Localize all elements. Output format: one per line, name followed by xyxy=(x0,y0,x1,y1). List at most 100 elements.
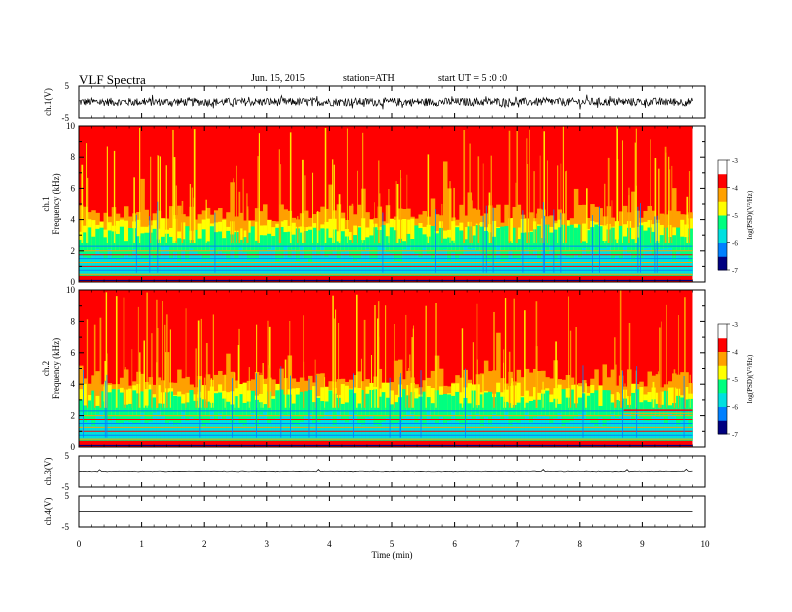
y-tick-label: 5 xyxy=(65,451,70,461)
band-orange xyxy=(393,360,399,416)
band-green xyxy=(487,232,493,276)
colorbar: -3 -4 -5 -6 -7 log(PSD)(V²/Hz) xyxy=(717,321,754,439)
band-cyan xyxy=(512,421,518,440)
band-green xyxy=(627,227,632,276)
band-cyan xyxy=(189,248,194,275)
band-orange xyxy=(610,369,616,416)
band-green xyxy=(111,231,117,276)
band-cyan xyxy=(267,248,272,275)
band-cyan xyxy=(430,420,436,440)
band-orange xyxy=(79,205,84,251)
band-cyan xyxy=(508,425,513,440)
colorbar-tick-label: -3 xyxy=(732,321,738,329)
band-cyan xyxy=(492,413,497,440)
band-green xyxy=(688,228,693,276)
band-cyan xyxy=(455,421,460,440)
band-green xyxy=(561,389,567,441)
band-cyan xyxy=(316,422,321,440)
band-cyan xyxy=(516,259,522,275)
band-orange xyxy=(316,373,321,416)
band-cyan xyxy=(504,411,509,440)
colorbar-tick-label: -7 xyxy=(732,267,738,275)
band-green xyxy=(242,402,248,441)
band-orange xyxy=(177,205,182,251)
band-cyan xyxy=(442,424,448,440)
band-yellow xyxy=(324,386,329,416)
band-cyan xyxy=(168,421,174,440)
band-cyan xyxy=(385,252,391,275)
band-green xyxy=(275,227,280,276)
band-green xyxy=(119,392,125,441)
band-cyan xyxy=(156,256,162,275)
band-cyan xyxy=(402,249,407,275)
band-orange xyxy=(680,372,685,416)
band-cyan xyxy=(471,247,477,275)
colorbar-segment xyxy=(718,215,727,230)
band-cyan xyxy=(410,413,415,440)
band-cyan xyxy=(667,413,673,440)
colorbar-segment xyxy=(718,379,727,394)
band-green xyxy=(316,230,321,276)
band-orange xyxy=(226,353,231,416)
y-tick-label: 8 xyxy=(71,152,76,162)
band-orange xyxy=(442,161,448,251)
band-green xyxy=(287,231,293,276)
colorbar-tick-label: -6 xyxy=(732,404,738,412)
band-yellow xyxy=(291,388,297,416)
band-cyan xyxy=(426,253,432,275)
band-cyan xyxy=(655,416,661,440)
band-yellow xyxy=(655,223,661,251)
band-green xyxy=(651,231,657,276)
band-cyan xyxy=(573,417,579,440)
x-tick-label: 3 xyxy=(265,539,270,549)
band-cyan xyxy=(463,246,468,275)
spectrogram-ch1: 0 2 4 6 8 10 ch.1 Frequency (kHz) -3 -4 -5 -6 -7 log(… xyxy=(41,121,754,287)
band-cyan xyxy=(487,424,493,440)
colorbar-segment xyxy=(718,173,727,188)
band-cyan xyxy=(299,246,305,275)
band-green xyxy=(389,404,395,441)
band-cyan xyxy=(467,249,473,275)
band-cyan xyxy=(99,410,104,440)
band-yellow xyxy=(160,218,166,251)
band-yellow xyxy=(582,223,587,251)
band-green xyxy=(512,227,518,276)
band-orange xyxy=(434,355,440,416)
band-yellow xyxy=(95,395,100,416)
band-cyan xyxy=(148,255,154,275)
band-cyan xyxy=(271,246,276,275)
band-yellow xyxy=(508,218,513,251)
band-yellow xyxy=(369,219,374,251)
band-cyan xyxy=(492,260,497,275)
band-cyan xyxy=(373,259,378,275)
band-green xyxy=(295,228,301,276)
band-green xyxy=(226,230,231,276)
band-cyan xyxy=(189,417,194,440)
band-cyan xyxy=(222,419,227,440)
band-green xyxy=(115,389,121,441)
band-cyan xyxy=(177,260,182,275)
band-yellow xyxy=(123,389,129,416)
band-cyan xyxy=(651,254,657,275)
band-yellow xyxy=(312,386,317,416)
y-axis-label: ch.3(V) xyxy=(43,458,53,486)
x-tick-label: 1 xyxy=(139,539,144,549)
band-cyan xyxy=(353,260,358,275)
band-green xyxy=(377,396,383,441)
band-yellow xyxy=(209,386,215,416)
band-cyan xyxy=(479,425,485,440)
x-tick-label: 7 xyxy=(515,539,520,549)
band-green xyxy=(238,394,243,441)
x-tick-label: 6 xyxy=(452,539,457,549)
band-cyan xyxy=(353,413,358,440)
band-green xyxy=(299,391,305,441)
band-orange xyxy=(483,360,489,416)
colorbar-tick-label: -5 xyxy=(732,212,738,220)
band-green xyxy=(508,403,513,441)
band-yellow xyxy=(667,387,673,416)
colorbar-segment xyxy=(718,201,727,216)
band-cyan xyxy=(173,424,178,440)
band-green xyxy=(455,227,460,276)
band-green xyxy=(516,402,522,441)
y-tick-label: 10 xyxy=(66,285,76,295)
